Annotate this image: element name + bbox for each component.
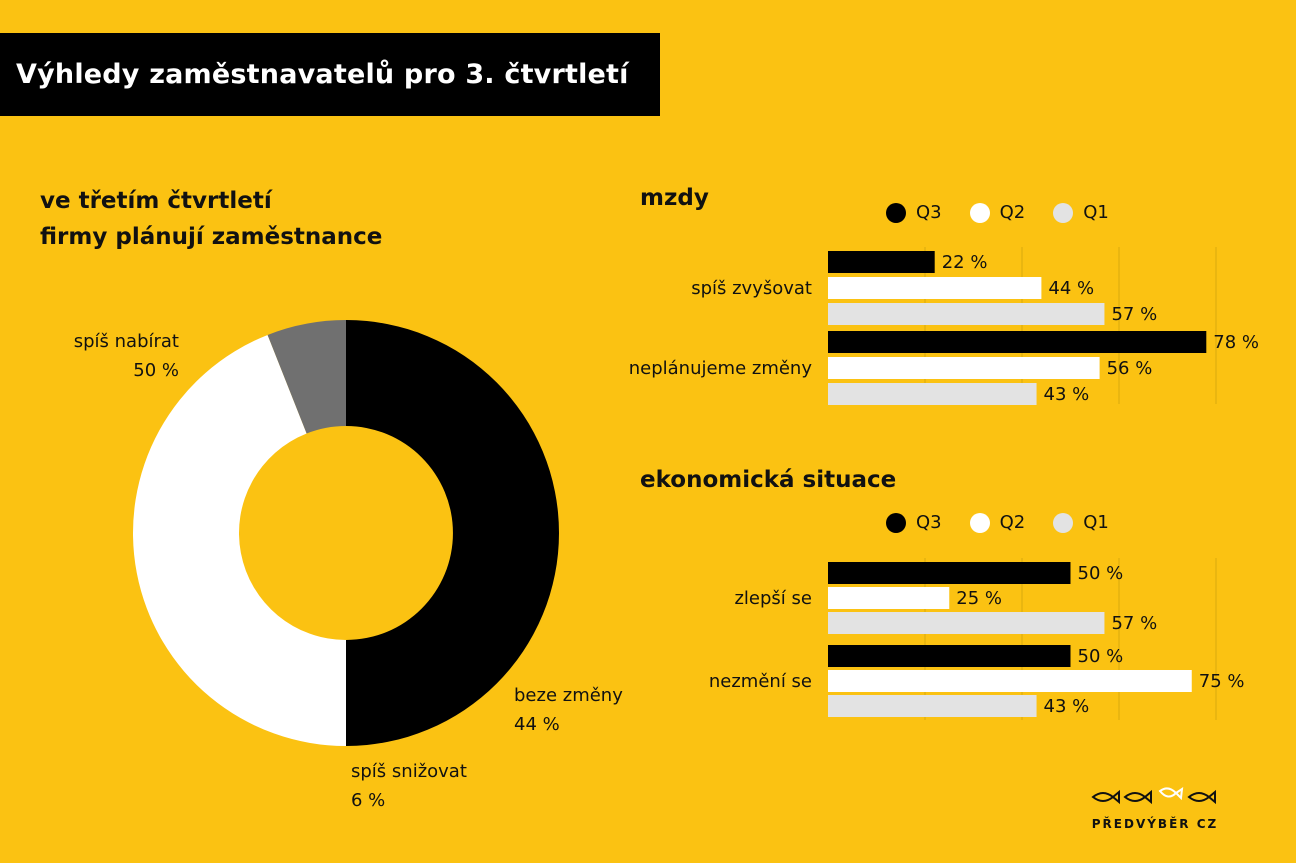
legend-item-q3: Q3 [886, 512, 942, 533]
logo-text: PŘEDVÝBĚR CZ [1091, 817, 1219, 831]
category-label: nezmění se [709, 671, 812, 692]
legend-item-q1: Q1 [1053, 512, 1109, 533]
legend-item-q2: Q2 [969, 202, 1026, 223]
page-title: Výhledy zaměstnavatelů pro 3. čtvrtletí [16, 59, 629, 90]
donut-title-line-1: ve třetím čtvrtletí [40, 188, 272, 214]
category-label: zlepší se [734, 588, 812, 609]
bar-q1 [828, 695, 1037, 717]
donut-slice-0 [346, 320, 559, 746]
bar-q3 [828, 251, 935, 273]
data-label-q2: 25 % [956, 588, 1002, 609]
donut-label-spis-snizovat: spíš snižovat 6 % [351, 757, 467, 815]
donut-label-value: 44 % [514, 714, 560, 735]
bar-q2 [828, 670, 1192, 692]
donut-label-name: spíš nabírat [73, 331, 179, 352]
data-label-q3: 50 % [1078, 563, 1124, 584]
data-label-q2: 56 % [1107, 358, 1153, 379]
data-label-q3: 78 % [1213, 332, 1259, 353]
legend-item-q1: Q1 [1053, 202, 1109, 223]
donut-label-value: 50 % [133, 360, 179, 381]
legend-swatch-q3 [886, 512, 906, 533]
brand-logo: PŘEDVÝBĚR CZ [1090, 783, 1220, 831]
bar-q2 [828, 357, 1100, 379]
panel-title-mzdy: mzdy [640, 185, 709, 211]
bar-q1 [828, 383, 1037, 405]
legend-label-q3: Q3 [916, 512, 942, 533]
data-label-q3: 22 % [942, 252, 988, 273]
title-bar: Výhledy zaměstnavatelů pro 3. čtvrtletí [0, 33, 660, 116]
data-label-q1: 57 % [1111, 613, 1157, 634]
donut-title-line-2: firmy plánují zaměstnance [40, 224, 383, 250]
donut-slice-1 [132, 334, 346, 746]
bar-q2 [828, 587, 950, 609]
donut-slice-2 [267, 320, 346, 434]
donut-label-name: beze změny [514, 685, 623, 706]
legend-swatch-q1 [1053, 512, 1074, 533]
panel-title-ekonomicka-situace: ekonomická situace [640, 467, 897, 493]
legend-swatch-q2 [969, 202, 990, 223]
data-label-q1: 43 % [1044, 696, 1090, 717]
category-label: neplánujeme změny [629, 358, 813, 379]
legend-item-q3: Q3 [886, 202, 942, 223]
legend-swatch-q2 [969, 512, 990, 533]
bar-q2 [828, 277, 1042, 299]
donut-chart-title: ve třetím čtvrtletí firmy plánují zaměst… [40, 183, 382, 255]
legend-label-q1: Q1 [1083, 202, 1109, 223]
bar-q3 [828, 562, 1071, 584]
legend-swatch-q1 [1053, 202, 1074, 223]
legend-label-q1: Q1 [1083, 512, 1109, 533]
bar-q3 [828, 331, 1207, 353]
data-label-q2: 75 % [1199, 671, 1245, 692]
legend-mzdy: Q3 Q2 Q1 [886, 202, 1137, 223]
data-label-q3: 50 % [1078, 646, 1124, 667]
data-label-q2: 44 % [1048, 278, 1094, 299]
legend-label-q2: Q2 [999, 512, 1026, 533]
legend-label-q3: Q3 [916, 202, 942, 223]
legend-label-q2: Q2 [999, 202, 1026, 223]
data-label-q1: 43 % [1044, 384, 1090, 405]
donut-label-name: spíš snižovat [351, 761, 467, 782]
bar-q1 [828, 612, 1105, 634]
donut-label-spis-nabirat: spíš nabírat 50 % [64, 327, 179, 385]
legend-swatch-q3 [886, 202, 906, 223]
fish-logo-icon [1091, 786, 1216, 805]
bar-q1 [828, 303, 1105, 325]
category-label: spíš zvyšovat [691, 278, 812, 299]
data-label-q1: 57 % [1111, 304, 1157, 325]
legend-item-q2: Q2 [969, 512, 1026, 533]
legend-ekonomicka-situace: Q3 Q2 Q1 [886, 512, 1137, 533]
donut-label-beze-zmeny: beze změny 44 % [514, 681, 623, 739]
donut-label-value: 6 % [351, 790, 386, 811]
bar-q3 [828, 645, 1071, 667]
